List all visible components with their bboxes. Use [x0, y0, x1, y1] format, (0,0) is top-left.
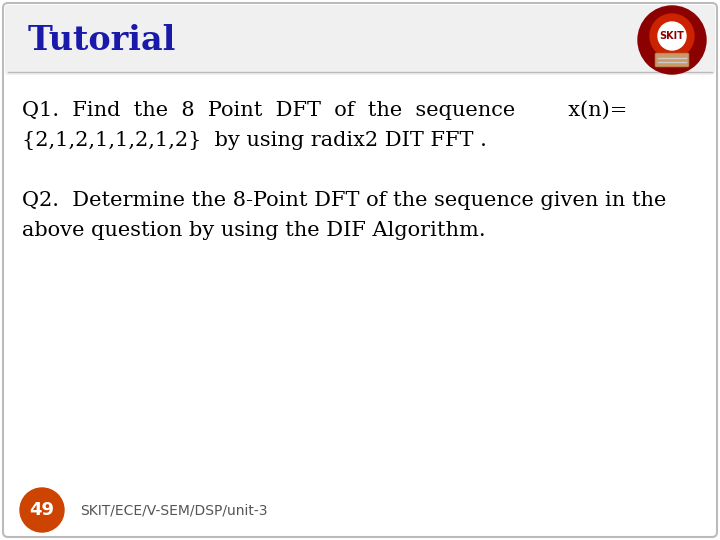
Text: SKIT/ECE/V-SEM/DSP/unit-3: SKIT/ECE/V-SEM/DSP/unit-3	[80, 503, 268, 517]
Circle shape	[20, 488, 64, 532]
FancyBboxPatch shape	[3, 3, 717, 537]
Circle shape	[650, 14, 694, 58]
Text: 49: 49	[30, 501, 55, 519]
Text: SKIT: SKIT	[660, 31, 685, 41]
Text: Tutorial: Tutorial	[28, 24, 176, 57]
FancyBboxPatch shape	[5, 5, 715, 75]
Text: above question by using the DIF Algorithm.: above question by using the DIF Algorith…	[22, 220, 485, 240]
FancyBboxPatch shape	[655, 53, 689, 67]
Text: {2,1,2,1,1,2,1,2}  by using radix2 DIT FFT .: {2,1,2,1,1,2,1,2} by using radix2 DIT FF…	[22, 131, 487, 150]
Text: Q1.  Find  the  8  Point  DFT  of  the  sequence        x(n)=: Q1. Find the 8 Point DFT of the sequence…	[22, 100, 627, 120]
Circle shape	[638, 6, 706, 74]
Text: Q2.  Determine the 8-Point DFT of the sequence given in the: Q2. Determine the 8-Point DFT of the seq…	[22, 191, 667, 210]
Circle shape	[658, 22, 686, 50]
